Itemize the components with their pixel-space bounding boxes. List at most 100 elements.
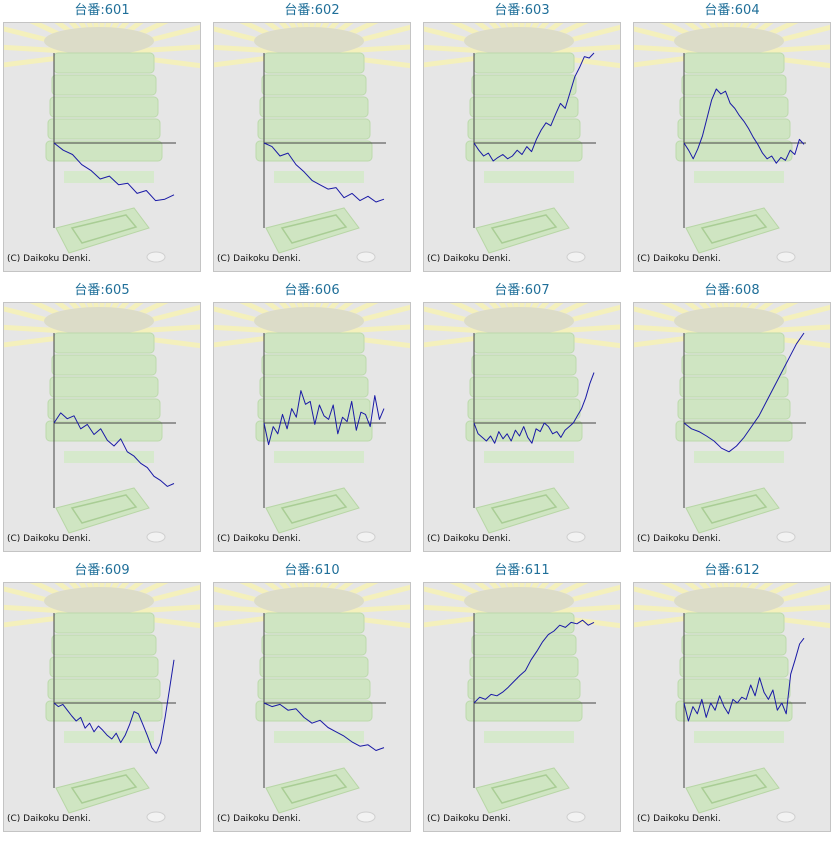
tray-shape bbox=[274, 451, 364, 463]
coin-shape bbox=[566, 251, 586, 263]
tray-shape bbox=[261, 74, 367, 96]
tray-shape bbox=[51, 634, 157, 656]
plate-shape bbox=[475, 767, 570, 814]
series-line bbox=[473, 372, 595, 444]
chart-cell: 台番:603 (C) Daikoku Denki. bbox=[422, 0, 622, 278]
series-line bbox=[263, 142, 385, 203]
chart-panel: (C) Daikoku Denki. bbox=[633, 582, 831, 832]
plate-inner-shape bbox=[700, 774, 768, 804]
tray-shape bbox=[469, 656, 579, 678]
plate-inner-shape bbox=[70, 494, 138, 524]
tray-shape bbox=[257, 118, 371, 140]
series-line bbox=[683, 332, 805, 453]
copyright-text: (C) Daikoku Denki. bbox=[427, 254, 511, 264]
chart-svg bbox=[424, 303, 620, 543]
chart-title: 台番:605 bbox=[74, 283, 130, 298]
tray-shape bbox=[45, 700, 163, 722]
coin-shape bbox=[146, 251, 166, 263]
plate-inner-shape bbox=[280, 774, 348, 804]
crowd-shape bbox=[464, 307, 574, 335]
plate-inner-shape bbox=[490, 214, 558, 244]
tray-shape bbox=[45, 420, 163, 442]
tray-shape bbox=[255, 420, 373, 442]
tray-shape bbox=[681, 74, 787, 96]
tray-shape bbox=[694, 731, 784, 743]
tray-shape bbox=[679, 656, 789, 678]
copyright-text: (C) Daikoku Denki. bbox=[427, 534, 511, 544]
tray-shape bbox=[683, 612, 785, 634]
plate-inner-shape bbox=[70, 774, 138, 804]
chart-title: 台番:604 bbox=[704, 3, 760, 18]
series-line bbox=[683, 88, 805, 164]
copyright-text: (C) Daikoku Denki. bbox=[7, 254, 91, 264]
coin-shape bbox=[356, 811, 376, 823]
copyright-text: (C) Daikoku Denki. bbox=[7, 534, 91, 544]
tray-shape bbox=[259, 376, 369, 398]
coin-shape bbox=[146, 531, 166, 543]
tray-shape bbox=[257, 678, 371, 700]
tray-shape bbox=[484, 731, 574, 743]
crowd-shape bbox=[254, 587, 364, 615]
tray-shape bbox=[255, 140, 373, 162]
plate-shape bbox=[55, 487, 150, 534]
chart-cell: 台番:601 (C) Daikoku Denki. bbox=[2, 0, 202, 278]
coin-shape bbox=[356, 251, 376, 263]
chart-panel: (C) Daikoku Denki. bbox=[633, 22, 831, 272]
chart-panel: (C) Daikoku Denki. bbox=[423, 22, 621, 272]
tray-shape bbox=[261, 354, 367, 376]
copyright-text: (C) Daikoku Denki. bbox=[7, 814, 91, 824]
coin-shape bbox=[776, 251, 796, 263]
series-line bbox=[683, 637, 805, 722]
copyright-text: (C) Daikoku Denki. bbox=[427, 814, 511, 824]
chart-svg bbox=[4, 303, 200, 543]
plate-shape bbox=[685, 487, 780, 534]
series-line bbox=[263, 702, 385, 751]
background-illustration bbox=[634, 583, 830, 823]
tray-shape bbox=[473, 332, 575, 354]
tray-shape bbox=[53, 332, 155, 354]
plate-inner-shape bbox=[280, 214, 348, 244]
tray-shape bbox=[467, 398, 581, 420]
tray-shape bbox=[47, 118, 161, 140]
copyright-text: (C) Daikoku Denki. bbox=[637, 534, 721, 544]
chart-cell: 台番:606 (C) Daikoku Denki. bbox=[212, 280, 412, 558]
chart-svg bbox=[214, 583, 410, 823]
tray-shape bbox=[274, 171, 364, 183]
chart-title: 台番:601 bbox=[74, 3, 130, 18]
tray-shape bbox=[259, 96, 369, 118]
chart-panel: (C) Daikoku Denki. bbox=[3, 582, 201, 832]
tray-shape bbox=[53, 612, 155, 634]
background-illustration bbox=[424, 303, 620, 543]
tray-shape bbox=[681, 634, 787, 656]
tray-shape bbox=[47, 678, 161, 700]
plate-shape bbox=[265, 487, 360, 534]
series-line bbox=[53, 412, 175, 487]
plate-inner-shape bbox=[700, 494, 768, 524]
tray-shape bbox=[255, 700, 373, 722]
chart-svg bbox=[4, 23, 200, 263]
chart-svg bbox=[4, 583, 200, 823]
background-illustration bbox=[634, 303, 830, 543]
copyright-text: (C) Daikoku Denki. bbox=[217, 534, 301, 544]
chart-cell: 台番:605 (C) Daikoku Denki. bbox=[2, 280, 202, 558]
tray-shape bbox=[51, 354, 157, 376]
chart-cell: 台番:609 (C) Daikoku Denki. bbox=[2, 560, 202, 838]
tray-shape bbox=[64, 451, 154, 463]
chart-cell: 台番:608 (C) Daikoku Denki. bbox=[632, 280, 832, 558]
chart-panel: (C) Daikoku Denki. bbox=[3, 22, 201, 272]
chart-panel: (C) Daikoku Denki. bbox=[423, 582, 621, 832]
plate-inner-shape bbox=[700, 214, 768, 244]
background-illustration bbox=[214, 23, 410, 263]
background-illustration bbox=[634, 23, 830, 263]
tray-shape bbox=[263, 52, 365, 74]
plate-shape bbox=[475, 207, 570, 254]
tray-shape bbox=[484, 171, 574, 183]
tray-shape bbox=[45, 140, 163, 162]
coin-shape bbox=[146, 811, 166, 823]
tray-shape bbox=[681, 354, 787, 376]
tray-shape bbox=[469, 96, 579, 118]
chart-panel: (C) Daikoku Denki. bbox=[3, 302, 201, 552]
chart-cell: 台番:611 (C) Daikoku Denki. bbox=[422, 560, 622, 838]
chart-title: 台番:612 bbox=[704, 563, 760, 578]
chart-panel: (C) Daikoku Denki. bbox=[633, 302, 831, 552]
